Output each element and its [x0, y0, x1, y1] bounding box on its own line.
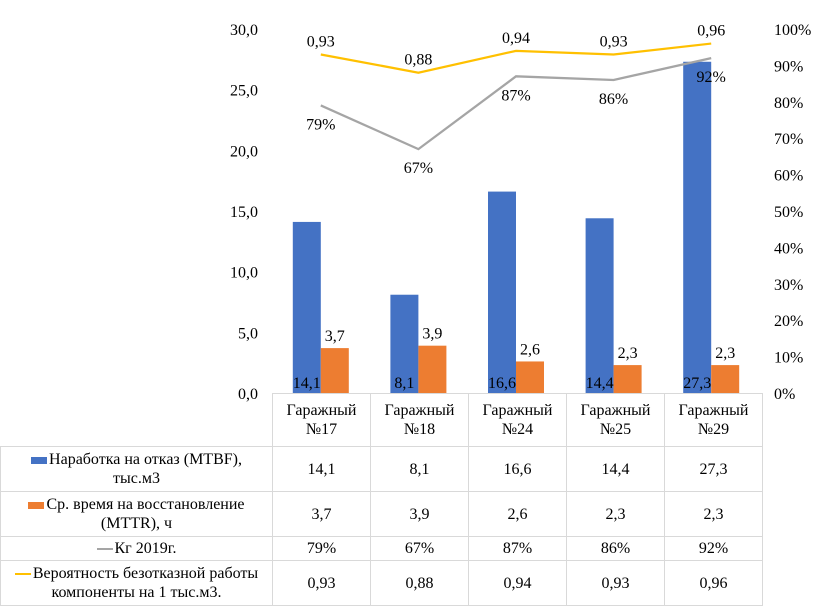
table-row: Наработка на отказ (MTBF), тыс.м3 14,1 8,1 1… — [0, 446, 763, 492]
bar-data-label: 3,7 — [325, 328, 345, 345]
left-axis-tick-label: 20,0 — [230, 143, 258, 160]
table-cell: 2,3 — [566, 491, 665, 537]
bar-data-label: 2,3 — [618, 345, 638, 362]
bar-data-label: 14,1 — [293, 375, 321, 392]
table-cell: 3,7 — [272, 491, 371, 537]
right-axis-tick-label: 10% — [774, 350, 803, 367]
right-axis-tick-label: 80% — [774, 95, 803, 112]
bar — [292, 221, 321, 393]
bar-data-label: 3,9 — [422, 326, 442, 343]
right-axis-tick-label: 100% — [774, 22, 811, 39]
table-row-header: Вероятность безотказной работы компоненты… — [0, 560, 273, 606]
table-cell: 86% — [566, 536, 665, 561]
bar — [390, 294, 419, 393]
data-labels: 14,1 8,1 16,6 14,4 27,3 3,7 3,9 2,6 2,3 2,3 79% 67%… — [293, 23, 735, 392]
table-cell: 2,3 — [664, 491, 763, 537]
bar-data-label: 8,1 — [394, 375, 414, 392]
right-axis-tick-label: 30% — [774, 277, 803, 294]
legend-line-key-icon — [14, 573, 31, 576]
left-axis-tick-label: 10,0 — [230, 265, 258, 282]
legend-bar-key-icon — [28, 501, 45, 509]
bar — [585, 218, 614, 393]
table-row: Вероятность безотказной работы компоненты… — [0, 560, 763, 606]
right-axis-tick-label: 50% — [774, 204, 803, 221]
table-cell: 8,1 — [370, 446, 469, 492]
line-data-label: 0,94 — [502, 30, 530, 47]
left-axis-ticks: 0,05,010,015,020,025,030,0 — [230, 22, 258, 403]
right-axis-tick-label: 70% — [774, 131, 803, 148]
right-axis-ticks: 0% 10% 20% 30% 40% 50% 60% 70% 80% 90% 100% — [774, 22, 811, 403]
table-cell: 92% — [664, 536, 763, 561]
table-cell: 0,93 — [566, 560, 665, 606]
left-axis-tick-label: 25,0 — [230, 83, 258, 100]
bar — [613, 365, 642, 393]
bar-series — [292, 61, 740, 393]
series-name: Кг 2019г. — [114, 540, 177, 557]
table-row: Кг 2019г. 79% 67% 87% 86% 92% — [0, 536, 763, 561]
bar — [418, 345, 447, 393]
table-category-header: Гаражный №24 — [468, 393, 567, 447]
bar — [516, 361, 544, 393]
left-axis-tick-label: 30,0 — [230, 22, 258, 39]
line-series — [320, 42, 712, 151]
table-row-header: Кг 2019г. — [0, 536, 273, 561]
table-cell: 0,94 — [468, 560, 567, 606]
table-cell: 16,6 — [468, 446, 567, 492]
bar-data-label: 16,6 — [488, 375, 516, 392]
right-axis-tick-label: 20% — [774, 313, 803, 330]
series-line — [320, 57, 712, 151]
table-cell: 14,1 — [272, 446, 371, 492]
line-data-label: 0,93 — [600, 33, 628, 50]
bar-data-label: 27,3 — [683, 375, 711, 392]
line-data-label: 79% — [306, 116, 335, 133]
line-data-label: 67% — [404, 160, 433, 177]
table-cell: 79% — [272, 536, 371, 561]
table-category-header: Гаражный №17 — [272, 393, 371, 447]
table-cell: 14,4 — [566, 446, 665, 492]
table-cell: 0,96 — [664, 560, 763, 606]
series-name: Наработка на отказ (MTBF), тыс.м3 — [49, 451, 242, 487]
series-line — [320, 42, 712, 74]
line-data-label: 86% — [599, 91, 628, 108]
line-data-label: 0,96 — [697, 23, 725, 40]
bar — [488, 191, 516, 393]
table-header-row: Гаражный №17 Гаражный №18 Гаражный №24 Гаражны… — [0, 393, 763, 447]
bar-data-label: 14,4 — [586, 375, 614, 392]
table-cell: 27,3 — [664, 446, 763, 492]
bar — [711, 365, 740, 393]
right-axis-tick-label: 40% — [774, 240, 803, 257]
line-data-label: 0,88 — [404, 52, 432, 69]
bar — [683, 61, 712, 393]
table-cell: 3,9 — [370, 491, 469, 537]
table-category-header: Гаражный №29 — [664, 393, 763, 447]
legend-bar-key-icon — [31, 456, 48, 464]
line-data-label: 0,93 — [307, 33, 335, 50]
left-axis-tick-label: 5,0 — [238, 325, 258, 342]
table-category-header: Гаражный №18 — [370, 393, 469, 447]
table-row-header: Наработка на отказ (MTBF), тыс.м3 — [0, 446, 273, 492]
line-data-label: 87% — [501, 87, 530, 104]
table-cell: 0,88 — [370, 560, 469, 606]
legend-line-key-icon — [96, 548, 113, 551]
table-cell: 67% — [370, 536, 469, 561]
table-row-header: Ср. время на восстановление (MTTR), ч — [0, 491, 273, 537]
bar-data-label: 2,3 — [715, 345, 735, 362]
table-cell: 87% — [468, 536, 567, 561]
table-corner — [0, 393, 273, 447]
bar — [320, 348, 349, 393]
right-axis-tick-label: 90% — [774, 58, 803, 75]
right-axis-tick-label: 60% — [774, 168, 803, 185]
table-category-header: Гаражный №25 — [566, 393, 665, 447]
table-cell: 0,93 — [272, 560, 371, 606]
left-axis-tick-label: 15,0 — [230, 204, 258, 221]
series-name: Ср. время на восстановление (MTTR), ч — [46, 496, 245, 532]
bar-data-label: 2,6 — [520, 341, 540, 358]
data-table: Гаражный №17 Гаражный №18 Гаражный №24 Гаражны… — [0, 393, 763, 606]
table-row: Ср. время на восстановление (MTTR), ч 3,7 3… — [0, 491, 763, 537]
right-axis-tick-label: 0% — [774, 386, 795, 403]
table-cell: 2,6 — [468, 491, 567, 537]
line-data-label: 92% — [697, 69, 726, 86]
